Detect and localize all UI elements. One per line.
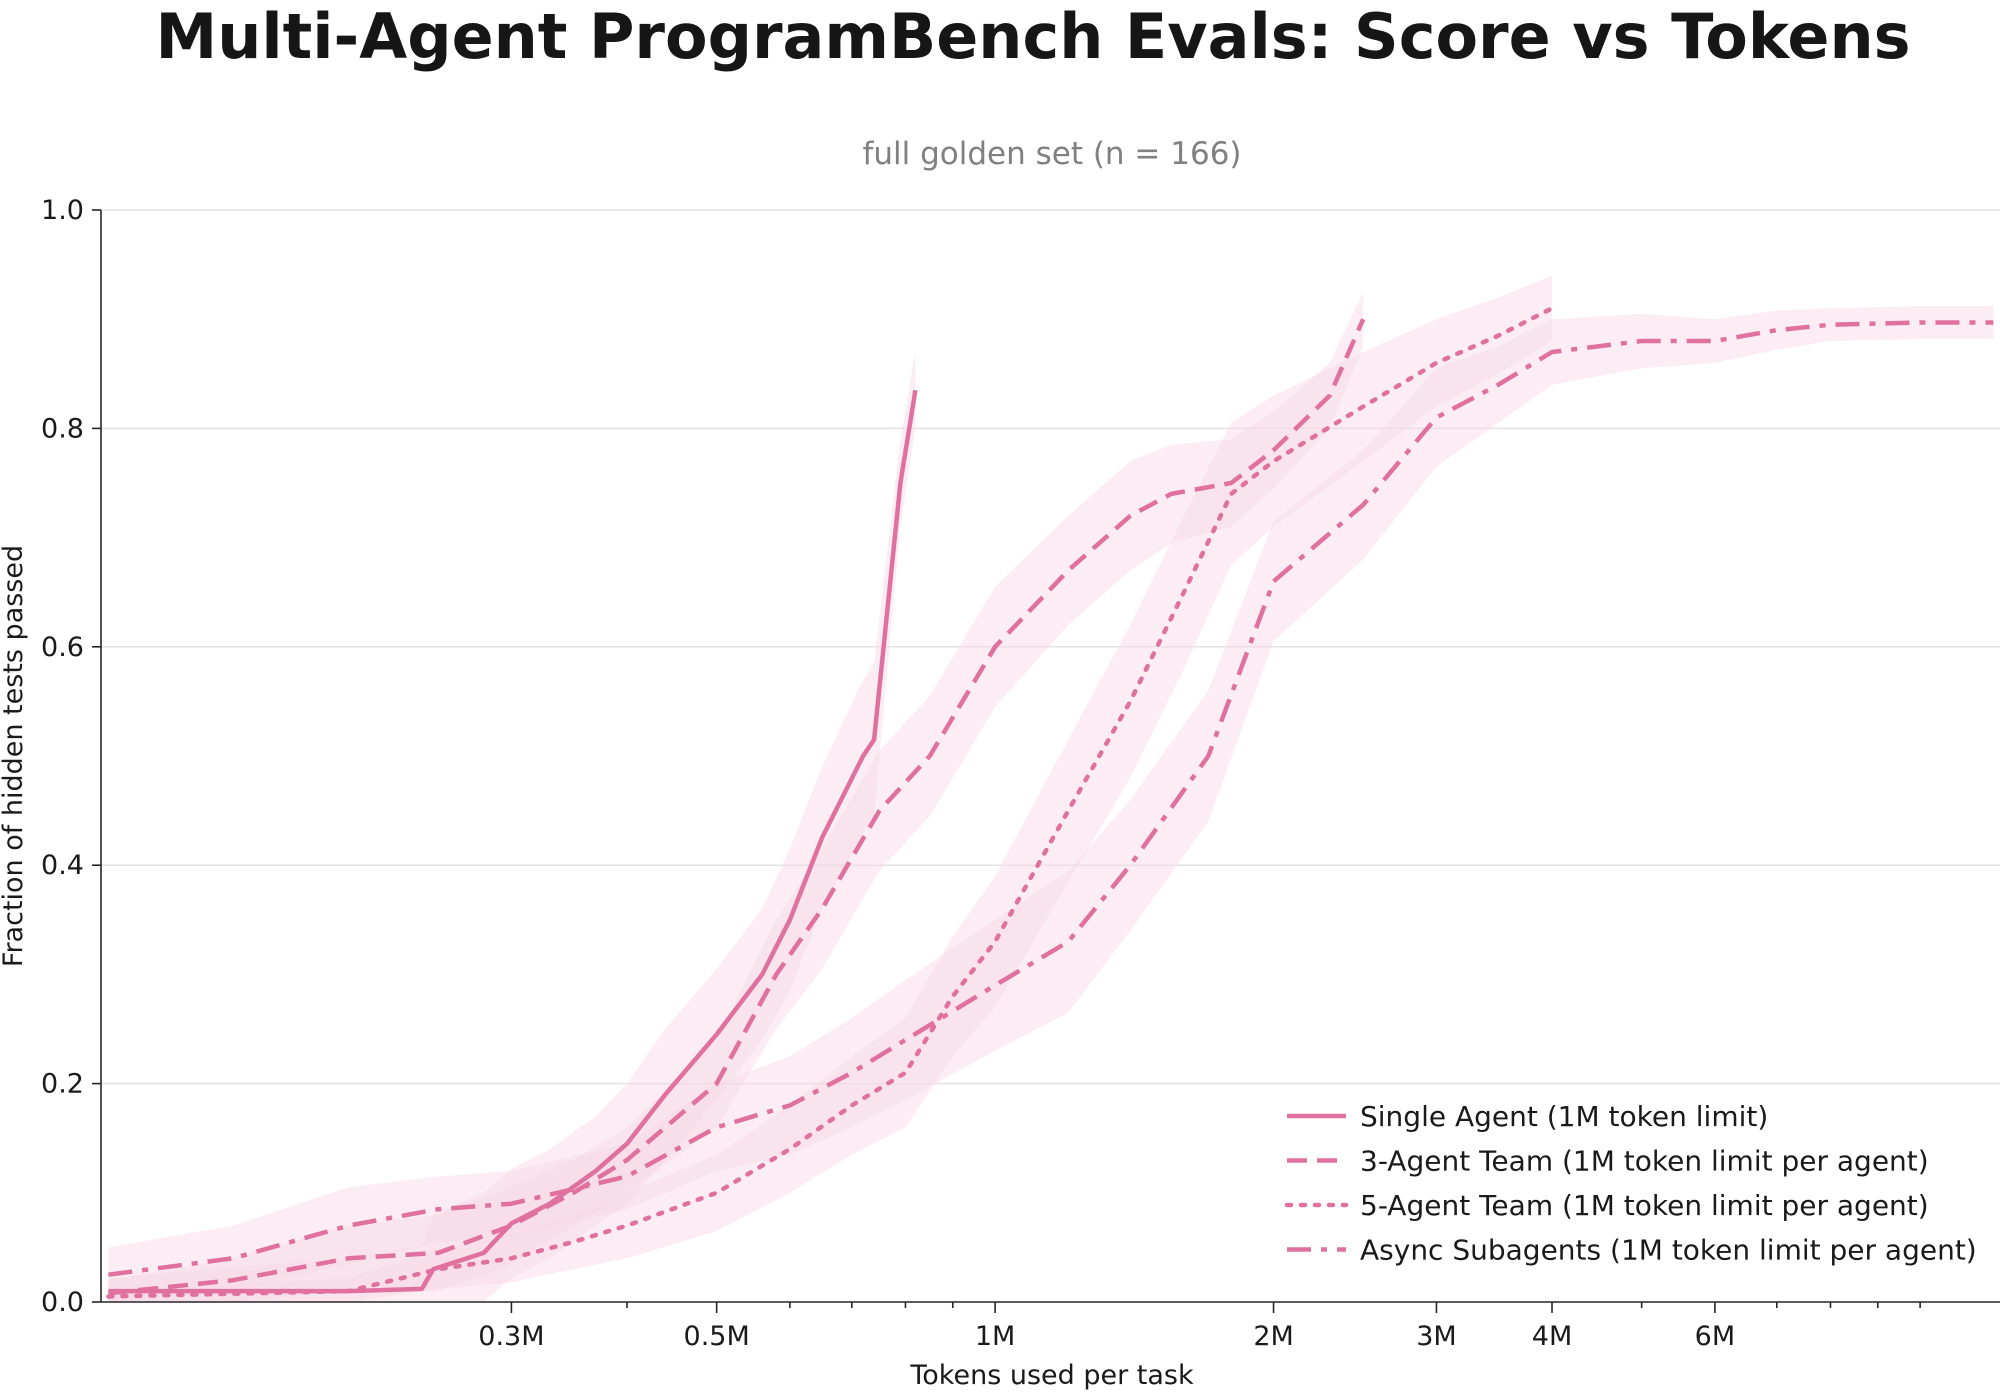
y-tick-label: 0.0 <box>41 1287 84 1318</box>
series-line-2 <box>108 318 1366 1296</box>
tick-labels: 0.0 0.2 0.4 0.6 0.8 1.0 0.3M 0.5M 1M 2M 3M 4M 6M <box>41 195 1735 1352</box>
chart-subtitle: full golden set (n = 166) <box>862 136 1241 172</box>
x-tick-label: 6M <box>1695 1321 1735 1352</box>
y-tick-label: 0.6 <box>41 632 84 663</box>
series-lines <box>106 306 1994 1299</box>
y-axis-title: Fraction of hidden tests passed <box>0 545 29 967</box>
y-tick-label: 0.8 <box>41 413 84 444</box>
x-tick-label: 3M <box>1416 1321 1456 1352</box>
x-tick-label: 0.3M <box>478 1321 544 1352</box>
x-tick-label: 0.5M <box>684 1321 750 1352</box>
confidence-bands <box>108 275 1994 1303</box>
series-line-4 <box>108 320 1994 1277</box>
gridlines <box>101 209 2000 1085</box>
x-tick-label: 2M <box>1253 1321 1293 1352</box>
legend-label: Async Subagents (1M token limit per agen… <box>1360 1234 1977 1267</box>
series-line-3 <box>106 306 1555 1299</box>
axes <box>92 209 2000 1313</box>
legend-label: 5-Agent Team (1M token limit per agent) <box>1360 1189 1929 1222</box>
legend: Single Agent (1M token limit) 3-Agent Tea… <box>1284 1100 1977 1267</box>
legend-label: Single Agent (1M token limit) <box>1360 1100 1768 1133</box>
confidence-band-series-2 <box>108 291 1364 1302</box>
x-tick-label: 4M <box>1532 1321 1572 1352</box>
x-axis-title: Tokens used per task <box>909 1360 1194 1391</box>
legend-label: 3-Agent Team (1M token limit per agent) <box>1360 1145 1929 1178</box>
confidence-band-series-3 <box>108 275 1552 1302</box>
y-tick-label: 0.2 <box>41 1069 84 1100</box>
y-tick-label: 0.4 <box>41 850 84 881</box>
y-tick-label: 1.0 <box>41 195 84 226</box>
chart-title: Multi-Agent ProgramBench Evals: Score vs… <box>156 0 1911 73</box>
confidence-band-series-1 <box>108 352 916 1302</box>
x-tick-label: 1M <box>975 1321 1015 1352</box>
